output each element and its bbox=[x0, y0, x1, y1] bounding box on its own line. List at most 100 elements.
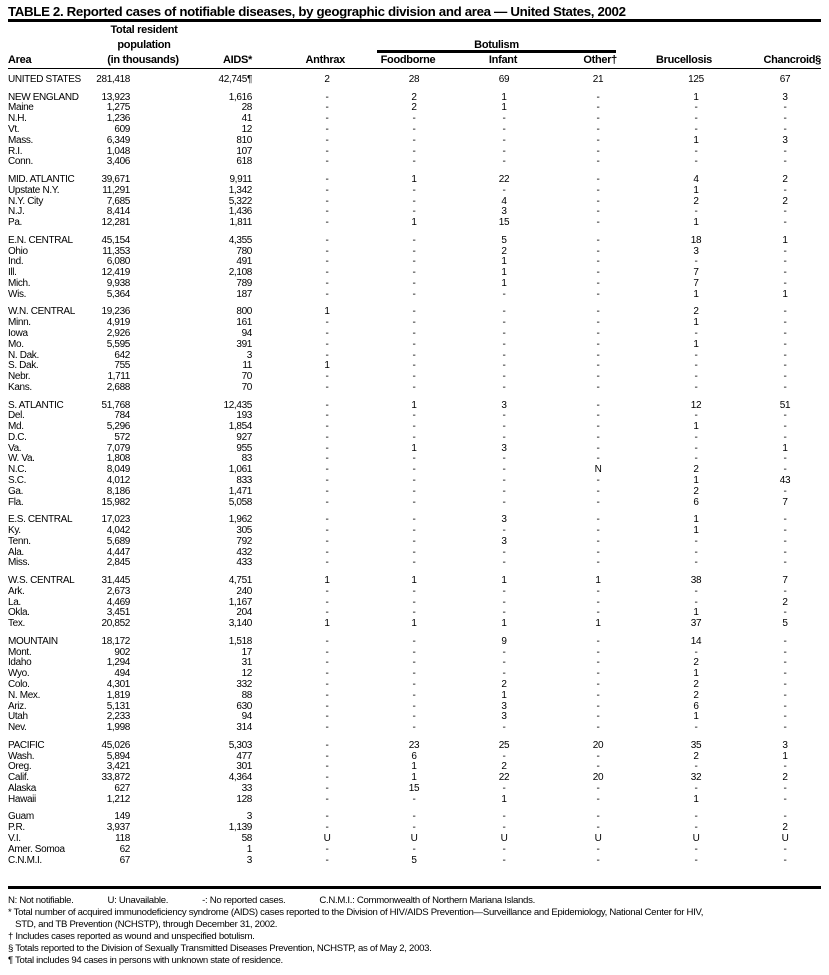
cell-other: - bbox=[596, 700, 600, 712]
cell-brucellosis: - bbox=[694, 546, 698, 558]
footnote-aids: * Total number of acquired immunodeficie… bbox=[8, 907, 704, 918]
cell-other: - bbox=[596, 668, 600, 680]
cell-brucellosis: - bbox=[694, 327, 698, 339]
cell-infant: 1 bbox=[501, 91, 507, 103]
legend-dash: -: No reported cases. bbox=[202, 895, 286, 906]
cell-aids: 94 bbox=[241, 711, 253, 723]
cell-brucellosis: - bbox=[694, 646, 698, 658]
cell-population: 902 bbox=[114, 646, 130, 658]
cell-brucellosis: - bbox=[694, 535, 698, 547]
cell-anthrax: - bbox=[325, 668, 329, 680]
cell-chancroid: 1 bbox=[782, 442, 788, 454]
spacer bbox=[252, 197, 282, 208]
cell-chancroid: - bbox=[783, 546, 787, 558]
cell-population: 7,685 bbox=[106, 195, 131, 207]
cell-brucellosis: - bbox=[694, 811, 698, 823]
cell-other: 21 bbox=[592, 74, 604, 85]
cell-aids: 88 bbox=[241, 689, 253, 701]
cell-infant: 1 bbox=[501, 793, 507, 805]
cell-infant: - bbox=[502, 184, 506, 196]
cell-other: - bbox=[596, 496, 600, 508]
cell-brucellosis: - bbox=[694, 349, 698, 361]
header-foodborne: Foodborne bbox=[380, 54, 436, 66]
cell-other: - bbox=[596, 525, 600, 537]
cell-other: - bbox=[596, 546, 600, 558]
table-row: Tenn. 5,689 792 - - 3 - - - bbox=[8, 535, 822, 548]
cell-brucellosis: 2 bbox=[693, 195, 699, 207]
cell-foodborne: - bbox=[412, 184, 416, 196]
cell-infant: 3 bbox=[501, 711, 507, 723]
cell-chancroid: - bbox=[783, 657, 787, 669]
cell-chancroid: - bbox=[783, 349, 787, 361]
cell-anthrax: - bbox=[325, 277, 329, 289]
cell-aids: 1,616 bbox=[228, 91, 253, 103]
cell-foodborne: - bbox=[412, 317, 416, 329]
cell-population: 8,049 bbox=[106, 464, 131, 476]
cell-other: - bbox=[596, 399, 600, 411]
spacer bbox=[252, 508, 282, 526]
cell-anthrax: - bbox=[325, 711, 329, 723]
cell-aids: 1,436 bbox=[228, 206, 253, 218]
spacer bbox=[252, 168, 282, 186]
cell-population: 39,671 bbox=[101, 173, 131, 185]
cell-brucellosis: 1 bbox=[693, 134, 699, 146]
cell-population: 4,919 bbox=[106, 317, 131, 329]
spacer bbox=[252, 218, 282, 229]
cell-foodborne: 1 bbox=[411, 399, 417, 411]
cell-area: Ind. bbox=[8, 256, 24, 268]
cell-brucellosis: 1 bbox=[693, 668, 699, 680]
cell-area: Mo. bbox=[8, 338, 24, 350]
cell-other: - bbox=[596, 134, 600, 146]
cell-infant: - bbox=[502, 288, 506, 300]
table-row: Minn. 4,919 161 - - - - 1 - bbox=[8, 317, 822, 329]
cell-anthrax: - bbox=[325, 317, 329, 329]
cell-other: - bbox=[596, 234, 600, 246]
cell-infant: - bbox=[502, 596, 506, 608]
cell-foodborne: - bbox=[412, 843, 416, 855]
cell-aids: 240 bbox=[236, 585, 252, 597]
cell-area: Idaho bbox=[8, 657, 32, 669]
cell-population: 12,281 bbox=[101, 217, 131, 229]
cell-infant: - bbox=[502, 464, 506, 476]
table-row: Oreg. 3,421 301 - 1 2 - - - bbox=[8, 762, 822, 773]
cell-anthrax: - bbox=[325, 496, 329, 508]
cell-foodborne: - bbox=[412, 475, 416, 487]
cell-area: PACIFIC bbox=[8, 739, 45, 751]
cell-other: - bbox=[596, 822, 600, 834]
cell-foodborne: - bbox=[412, 349, 416, 361]
cell-foodborne: 28 bbox=[408, 74, 420, 85]
cell-aids: 3,140 bbox=[228, 618, 253, 630]
cell-brucellosis: 1 bbox=[693, 607, 699, 619]
cell-area: Fla. bbox=[8, 496, 24, 508]
cell-anthrax: - bbox=[325, 431, 329, 443]
spacer bbox=[252, 329, 282, 340]
cell-aids: 9,911 bbox=[229, 173, 252, 185]
cell-area: P.R. bbox=[8, 822, 25, 834]
cell-population: 2,688 bbox=[106, 381, 131, 393]
cell-population: 3,406 bbox=[106, 156, 131, 168]
cell-anthrax: - bbox=[325, 475, 329, 487]
cell-area: Calif. bbox=[8, 772, 29, 784]
cell-foodborne: - bbox=[412, 689, 416, 701]
header-aids: AIDS* bbox=[222, 54, 252, 66]
cell-other: - bbox=[596, 102, 600, 114]
cell-chancroid: - bbox=[783, 360, 787, 372]
table-row: Wyo. 494 12 - - - - 1 - bbox=[8, 668, 822, 680]
footnote-other: † Includes cases reported as wound and u… bbox=[8, 931, 255, 942]
cell-foodborne: - bbox=[412, 381, 416, 393]
cell-other: - bbox=[596, 453, 600, 465]
cell-aids: 780 bbox=[236, 245, 252, 257]
cell-brucellosis: 1 bbox=[693, 91, 699, 103]
cell-other: - bbox=[596, 431, 600, 443]
cell-anthrax: - bbox=[325, 772, 329, 784]
cell-foodborne: 1 bbox=[411, 772, 417, 784]
cell-anthrax: - bbox=[325, 288, 329, 300]
spacer bbox=[252, 465, 282, 476]
cell-anthrax: - bbox=[325, 514, 329, 526]
cell-foodborne: 1 bbox=[411, 575, 417, 587]
cell-infant: 3 bbox=[501, 399, 507, 411]
cell-foodborne: 5 bbox=[411, 854, 417, 866]
cell-brucellosis: 7 bbox=[693, 267, 699, 279]
cell-foodborne: - bbox=[412, 722, 416, 734]
cell-anthrax: - bbox=[325, 793, 329, 805]
